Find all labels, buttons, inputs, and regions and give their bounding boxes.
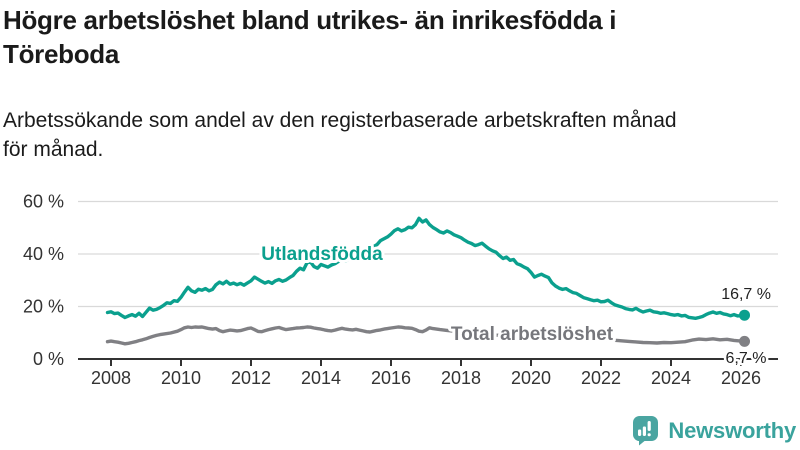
y-tick-label: 40 % bbox=[23, 244, 64, 264]
x-tick-label: 2008 bbox=[91, 368, 131, 388]
x-tick-label: 2012 bbox=[231, 368, 271, 388]
x-tick-label: 2010 bbox=[161, 368, 201, 388]
end-value-label-total: 6,7 % bbox=[726, 350, 767, 367]
x-tick-label: 2016 bbox=[371, 368, 411, 388]
newsworthy-logo-icon bbox=[633, 416, 659, 446]
series-line bbox=[105, 216, 747, 320]
brand-name: Newsworthy bbox=[668, 417, 796, 443]
end-value-label-utlandsfodda: 16,7 % bbox=[721, 286, 771, 303]
series-label-utlandsfodda: Utlandsfödda bbox=[261, 244, 383, 265]
y-tick-label: 0 % bbox=[33, 349, 64, 369]
x-tick-label: 2026 bbox=[721, 368, 761, 388]
x-tick-label: 2020 bbox=[511, 368, 551, 388]
series-end-dot bbox=[739, 309, 750, 321]
chart-annotations: Utlandsfödda Total arbetslöshet 16,7 % 6… bbox=[258, 241, 773, 370]
x-tick-label: 2022 bbox=[581, 368, 621, 388]
series-label-total-arbetsloshet: Total arbetslöshet bbox=[451, 324, 614, 345]
x-tick-label: 2024 bbox=[651, 368, 691, 388]
y-tick-label: 60 % bbox=[23, 192, 64, 212]
x-tick-label: 2014 bbox=[301, 368, 341, 388]
series-end-dot bbox=[739, 335, 750, 347]
y-tick-label: 20 % bbox=[23, 297, 64, 317]
page-title: Högre arbetslöshet bland utrikes- än inr… bbox=[3, 5, 617, 69]
page-subtitle: Arbetssökande som andel av den registerb… bbox=[3, 109, 677, 161]
newsworthy-branding: Newsworthy bbox=[632, 415, 796, 446]
x-tick-label: 2018 bbox=[441, 368, 481, 388]
series-line bbox=[105, 325, 747, 346]
